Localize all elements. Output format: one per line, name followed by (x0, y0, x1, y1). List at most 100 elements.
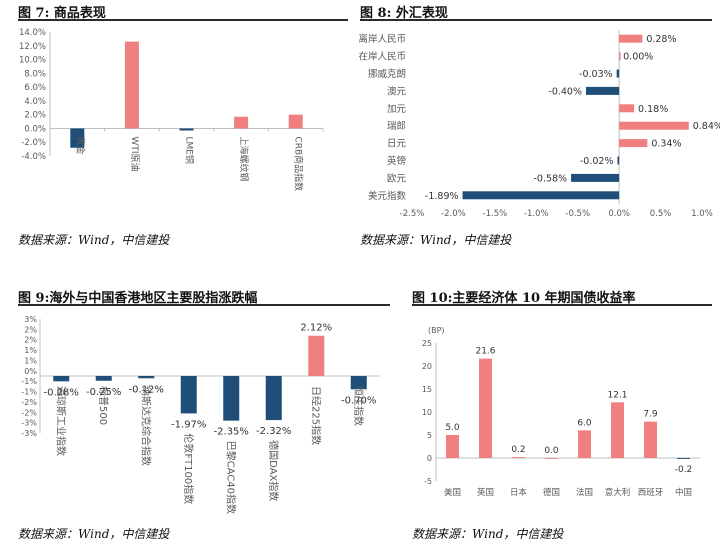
bar (265, 376, 282, 421)
category-label: 英国 (477, 487, 494, 498)
data-label: -1.97% (171, 419, 206, 430)
data-label: -0.2 (675, 465, 693, 475)
x-tick-label: 1.0% (691, 209, 713, 219)
data-label: -1.89% (425, 191, 459, 202)
category-label: 道琼斯工业指数 (54, 386, 67, 456)
data-label: 0.28% (646, 34, 676, 45)
bar (180, 376, 197, 414)
category-label: 黄金 (74, 136, 86, 154)
category-label: 日元 (387, 139, 407, 150)
category-label: LME铜 (184, 136, 196, 163)
data-label: 7.9 (643, 410, 658, 420)
bar (571, 173, 620, 182)
data-label: 0.0 (544, 446, 559, 456)
figure-7-chart: 14.0% 12.0% 10.0% 8.0% 6.0% 4.0% 2.0% 0.0% -2.0%… (19, 28, 324, 191)
y-tick-label: 0 (427, 454, 432, 463)
y-tick-label: 10.0% (19, 56, 46, 66)
bar (644, 421, 657, 458)
figure-10-title: 图 10:主要经济体 10 年期国债收益率 (412, 291, 636, 306)
bar (479, 358, 492, 458)
category-label: 纳斯达克综合指数 (139, 386, 152, 466)
figure-10-rule (412, 304, 712, 306)
category-label: 离岸人民币 (358, 33, 406, 45)
y-tick-label: 0% (24, 367, 37, 376)
bar (619, 52, 621, 61)
y-tick-label: 0.0% (24, 124, 46, 134)
bar (586, 86, 620, 95)
y-tick-label: 2.0% (24, 111, 46, 121)
bar (138, 376, 155, 379)
category-label: CRB商品指数 (293, 136, 305, 191)
category-label: 日经225指数 (309, 386, 322, 445)
bar (619, 104, 635, 113)
bar (619, 139, 648, 148)
data-label: 2.12% (300, 323, 332, 334)
category-label: 欧元 (387, 172, 407, 184)
x-tick-label: -1.0% (524, 209, 549, 219)
category-label: 法国 (576, 487, 593, 498)
y-tick-label: 4.0% (24, 97, 46, 107)
x-tick-label: -2.5% (400, 209, 425, 219)
bar (308, 335, 325, 376)
category-label: 在岸人民币 (358, 51, 406, 63)
category-label: 标普500 (97, 386, 110, 425)
y-tick-label: 2% (24, 325, 37, 334)
bar (53, 376, 70, 382)
bar (446, 435, 459, 458)
figure-7-rule (18, 19, 348, 21)
data-label: -0.28% (44, 387, 79, 398)
figure-7-source: 数据来源：Wind，中信建投 (18, 233, 170, 247)
y-tick-label: 2% (24, 336, 37, 345)
bar (70, 128, 85, 148)
x-tick-label: 0.0% (608, 209, 630, 219)
data-label: -0.58% (533, 173, 567, 184)
y-tick-label: 12.0% (19, 42, 46, 52)
category-label: 挪威克朗 (368, 68, 406, 80)
figure-10-source: 数据来源：Wind，中信建投 (412, 527, 564, 541)
figure-8-panel: 图 8: 外汇表现 -2.5% -2.0% -1.5% -1.0% -0.5% 0.0% 0… (358, 2, 720, 252)
data-label: 5.0 (445, 423, 460, 433)
y-tick-label: 10 (422, 408, 432, 417)
category-label: 巴黎CAC40指数 (224, 441, 237, 514)
figure-9-source: 数据来源：Wind，中信建投 (18, 527, 170, 541)
data-label: -2.35% (214, 427, 249, 438)
category-label: 恒生指数 (352, 386, 365, 426)
data-label: -0.25% (86, 387, 121, 398)
category-label: 西班牙 (638, 487, 664, 498)
bar (611, 402, 624, 458)
data-label: -0.70% (341, 395, 376, 406)
category-label: 美国 (444, 487, 461, 498)
bar (619, 121, 689, 130)
data-label: -0.40% (548, 86, 582, 97)
data-label: -0.03% (579, 69, 613, 80)
y-tick-label: 1% (24, 356, 37, 365)
x-tick-label: -2.0% (441, 209, 466, 219)
figure-7-panel: 图 7: 商品表现 14.0% 12.0% 10.0% 8.0% 6.0% 4.0% 2.0… (18, 2, 348, 252)
data-label: 0.00% (623, 52, 653, 63)
data-label: 21.6 (475, 347, 495, 357)
y-tick-label: -3% (21, 429, 37, 438)
category-label: WTI原油 (129, 136, 141, 171)
data-label: -0.12% (129, 384, 164, 395)
x-tick-label: 0.5% (650, 209, 672, 219)
y-tick-label: 8.0% (24, 69, 46, 79)
category-label: 伦敦FT100指数 (182, 433, 195, 504)
y-tick-label: 3% (24, 315, 37, 324)
bar (617, 156, 620, 165)
bar (124, 41, 139, 129)
y-tick-label: 15 (422, 385, 432, 394)
y-tick-label: 14.0% (19, 28, 46, 38)
bar (578, 430, 591, 458)
x-tick-label: -1.5% (483, 209, 508, 219)
y-tick-label: 20 (422, 362, 432, 371)
bar (223, 376, 240, 421)
category-label: 澳元 (387, 85, 407, 97)
bar (462, 191, 620, 200)
x-tick-label: -0.5% (565, 209, 590, 219)
bar (545, 458, 558, 459)
y-tick-label: -2% (21, 398, 37, 407)
data-label: 0.34% (651, 139, 681, 150)
y-tick-label: -1% (21, 377, 37, 386)
category-label: 德国 (543, 487, 560, 498)
y-tick-label: 5 (427, 431, 432, 440)
